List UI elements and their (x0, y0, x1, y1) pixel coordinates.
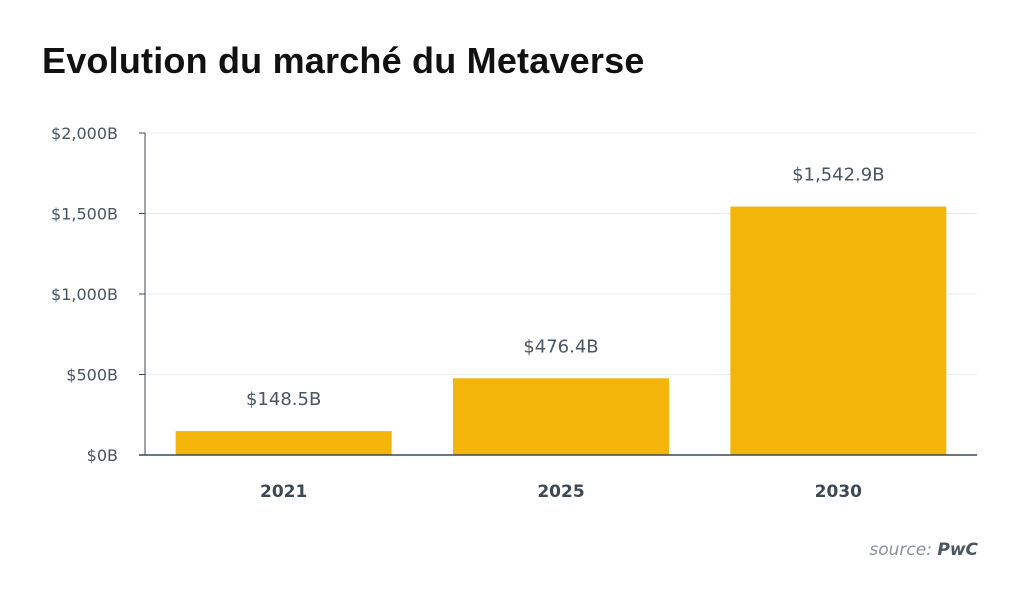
bar (453, 378, 669, 455)
axes (139, 132, 977, 456)
y-tick-label: $1,500B (51, 205, 118, 224)
bars (175, 206, 947, 455)
source-note: source: PwC (869, 540, 978, 560)
data-label: $148.5B (246, 389, 321, 410)
data-label: $476.4B (523, 336, 598, 357)
x-tick-label: 2021 (260, 482, 307, 502)
y-tick-label: $2,000B (51, 124, 118, 143)
source-label: source: (869, 540, 932, 560)
x-tick-label: 2030 (815, 482, 862, 502)
y-tick-label: $0B (87, 446, 118, 465)
chart-title: Evolution du marché du Metaverse (42, 40, 645, 81)
x-tick-label: 2025 (537, 482, 584, 502)
labels: $0B $500B $1,000B $1,500B $2,000B $148.5B 2021… (51, 124, 885, 502)
data-label: $1,542.9B (792, 165, 885, 186)
bar (175, 431, 392, 455)
source-name: PwC (937, 540, 978, 560)
y-tick-label: $1,000B (51, 285, 118, 304)
y-tick-label: $500B (66, 366, 118, 385)
bar (730, 206, 947, 455)
